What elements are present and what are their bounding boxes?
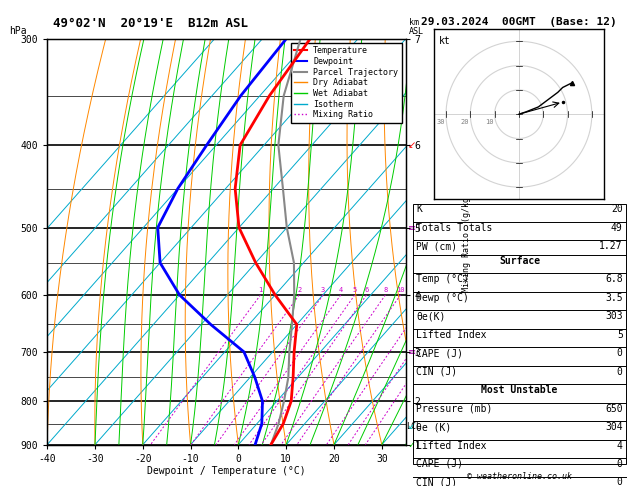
Text: Lifted Index: Lifted Index — [416, 330, 487, 340]
Text: 0: 0 — [617, 366, 623, 377]
Text: 10: 10 — [485, 119, 493, 125]
Text: 5: 5 — [353, 287, 357, 293]
Text: 3.5: 3.5 — [605, 293, 623, 303]
Text: 1.27: 1.27 — [599, 241, 623, 251]
Text: 20: 20 — [611, 204, 623, 214]
Y-axis label: Mixing Ratio  (g/kg): Mixing Ratio (g/kg) — [462, 192, 471, 292]
Text: ↙: ↙ — [408, 422, 416, 432]
Text: Lifted Index: Lifted Index — [416, 440, 487, 451]
Text: 6: 6 — [364, 287, 369, 293]
Text: ✓: ✓ — [408, 440, 416, 450]
Text: CAPE (J): CAPE (J) — [416, 348, 464, 358]
Text: ≡: ≡ — [408, 223, 416, 233]
Text: 20: 20 — [460, 119, 469, 125]
Text: 6.8: 6.8 — [605, 274, 623, 284]
Text: 650: 650 — [605, 403, 623, 414]
Text: hPa: hPa — [9, 26, 27, 36]
Text: Pressure (mb): Pressure (mb) — [416, 403, 493, 414]
Text: 29.03.2024  00GMT  (Base: 12): 29.03.2024 00GMT (Base: 12) — [421, 17, 617, 27]
Text: CIN (J): CIN (J) — [416, 477, 457, 486]
Text: ↙: ↙ — [408, 140, 416, 150]
Text: 3: 3 — [321, 287, 325, 293]
Text: PW (cm): PW (cm) — [416, 241, 457, 251]
Text: Most Unstable: Most Unstable — [481, 385, 558, 395]
Text: 4: 4 — [338, 287, 343, 293]
Text: Temp (°C): Temp (°C) — [416, 274, 469, 284]
Text: Surface: Surface — [499, 256, 540, 266]
Text: 304: 304 — [605, 422, 623, 432]
Text: Dewp (°C): Dewp (°C) — [416, 293, 469, 303]
X-axis label: Dewpoint / Temperature (°C): Dewpoint / Temperature (°C) — [147, 467, 306, 476]
Text: ≡: ≡ — [408, 347, 416, 357]
Text: 0: 0 — [617, 459, 623, 469]
Text: kt: kt — [439, 36, 450, 47]
Text: 49°02'N  20°19'E  B12m ASL: 49°02'N 20°19'E B12m ASL — [53, 17, 248, 30]
Text: CAPE (J): CAPE (J) — [416, 459, 464, 469]
Text: 2: 2 — [297, 287, 301, 293]
Text: © weatheronline.co.uk: © weatheronline.co.uk — [467, 472, 572, 481]
Text: 30: 30 — [437, 119, 445, 125]
Text: 4: 4 — [617, 440, 623, 451]
Text: 5: 5 — [617, 330, 623, 340]
Text: 1: 1 — [259, 287, 263, 293]
Text: 303: 303 — [605, 311, 623, 321]
Text: 8: 8 — [383, 287, 387, 293]
Text: K: K — [416, 204, 422, 214]
Text: km
ASL: km ASL — [409, 18, 424, 36]
Text: θe (K): θe (K) — [416, 422, 452, 432]
Text: Totals Totals: Totals Totals — [416, 223, 493, 233]
Text: 0: 0 — [617, 348, 623, 358]
Text: θe(K): θe(K) — [416, 311, 446, 321]
Legend: Temperature, Dewpoint, Parcel Trajectory, Dry Adiabat, Wet Adiabat, Isotherm, Mi: Temperature, Dewpoint, Parcel Trajectory… — [291, 43, 401, 122]
Text: LCL: LCL — [406, 422, 421, 431]
Text: 49: 49 — [611, 223, 623, 233]
Text: 0: 0 — [617, 477, 623, 486]
Text: 10: 10 — [396, 287, 404, 293]
Text: CIN (J): CIN (J) — [416, 366, 457, 377]
